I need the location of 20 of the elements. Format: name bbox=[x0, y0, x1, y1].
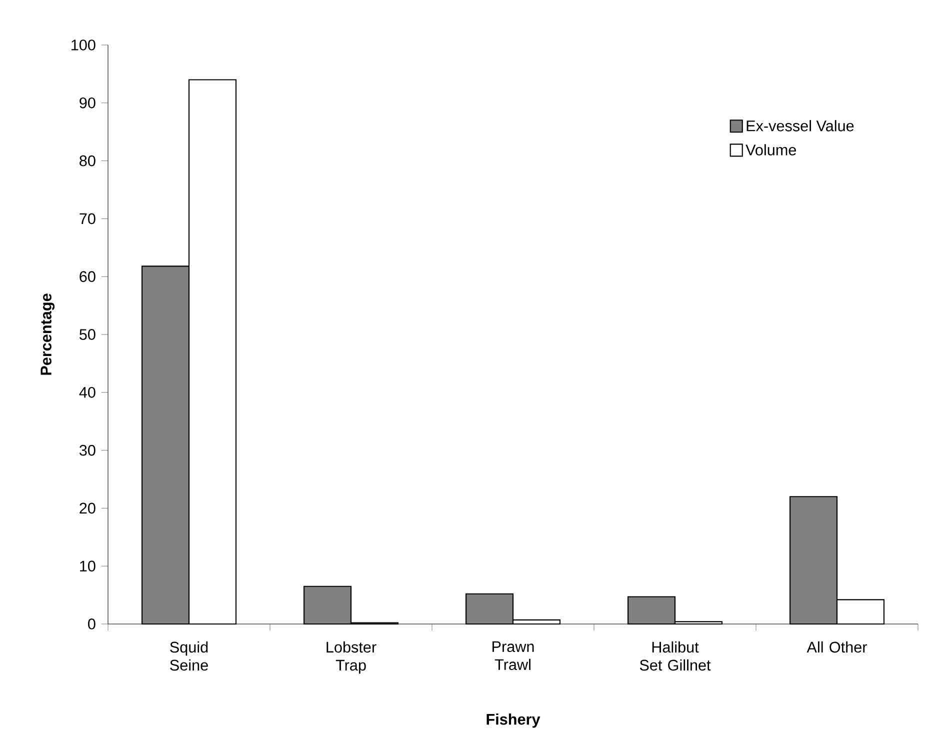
y-tick-label: 90 bbox=[80, 97, 96, 108]
x-axis-title: Fishery bbox=[486, 713, 540, 728]
y-tick-label: 10 bbox=[80, 560, 96, 572]
y-tick-label: 60 bbox=[80, 271, 96, 282]
y-tick-label: 30 bbox=[79, 444, 96, 456]
x-tick-label: Squid Seine bbox=[170, 641, 208, 671]
y-tick-label: 20 bbox=[80, 502, 96, 514]
y-tick-label: 70 bbox=[80, 213, 96, 224]
y-tick-label: 80 bbox=[80, 155, 96, 166]
x-tick-label: Prawn Trawl bbox=[492, 641, 534, 670]
legend-label: Volume bbox=[746, 144, 796, 156]
legend-label: Ex-vessel Value bbox=[746, 120, 854, 132]
y-tick-label: 50 bbox=[80, 329, 96, 340]
x-tick-label: All Other bbox=[806, 641, 867, 653]
x-tick-label: Halibut Set Gillnet bbox=[640, 641, 711, 671]
y-tick-label: 100 bbox=[72, 40, 96, 50]
y-tick-label: 40 bbox=[79, 386, 96, 398]
y-tick-label: 0 bbox=[88, 618, 96, 630]
y-axis-title: Percentage bbox=[40, 294, 55, 375]
x-tick-label: Lobster Trap bbox=[326, 641, 376, 674]
